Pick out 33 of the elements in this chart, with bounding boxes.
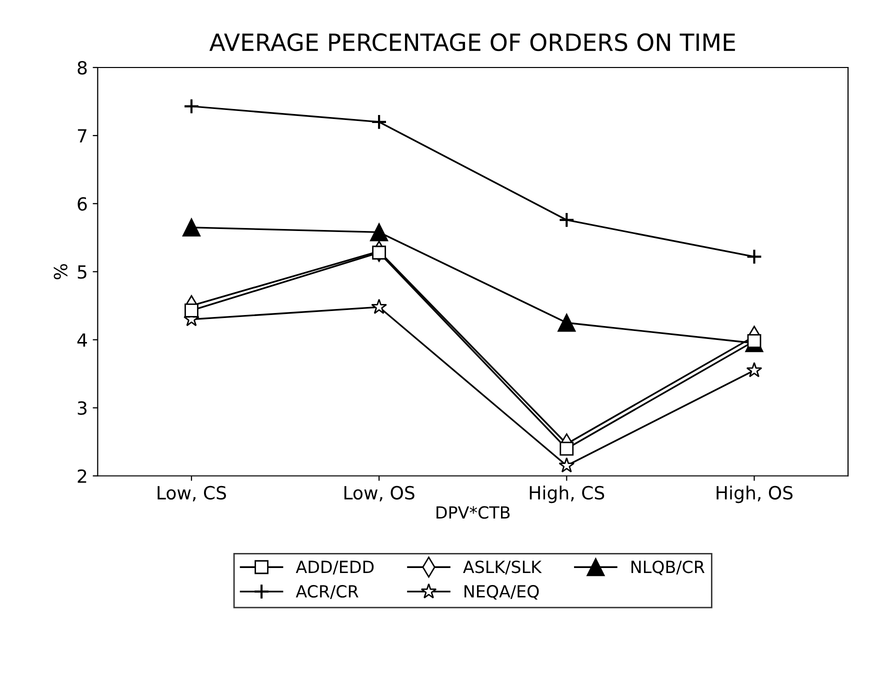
y-tick-label: 3 [78, 401, 87, 415]
y-tick-label: 5 [78, 265, 86, 279]
point [182, 218, 201, 236]
point [183, 98, 200, 114]
legend-label: ADD/EDD [296, 560, 374, 575]
y-tick-label: 7 [78, 129, 86, 142]
point [746, 248, 762, 265]
point [558, 457, 575, 473]
point [558, 212, 575, 228]
chart-title: AVERAGE PERCENTAGE OF ORDERS ON TIME [209, 33, 735, 52]
point [560, 442, 574, 456]
y-tick-label: 6 [78, 197, 87, 211]
x-tick-label: High, CS [530, 486, 604, 504]
y-tick-label: 8 [78, 60, 87, 75]
x-axis-title: DPV*CTB [436, 506, 510, 519]
point [558, 314, 576, 332]
legend-label: ASLK/SLK [463, 560, 542, 575]
point [184, 304, 198, 318]
legend-label: ACR/CR [296, 585, 358, 599]
point [372, 246, 386, 260]
point [747, 334, 762, 348]
point [371, 298, 388, 314]
point [371, 114, 388, 130]
x-tick-label: Low, OS [344, 486, 414, 502]
y-tick-label: 4 [77, 333, 87, 347]
x-tick-label: High, OS [716, 486, 793, 504]
point [370, 223, 388, 242]
y-axis-title: % [54, 264, 68, 280]
point [746, 362, 762, 378]
legend-label: NLQB/CR [632, 560, 705, 576]
x-tick-label: Low, CS [158, 486, 226, 502]
legend-label: NEQA/EQ [464, 585, 539, 600]
y-tick-label: 2 [78, 469, 86, 483]
